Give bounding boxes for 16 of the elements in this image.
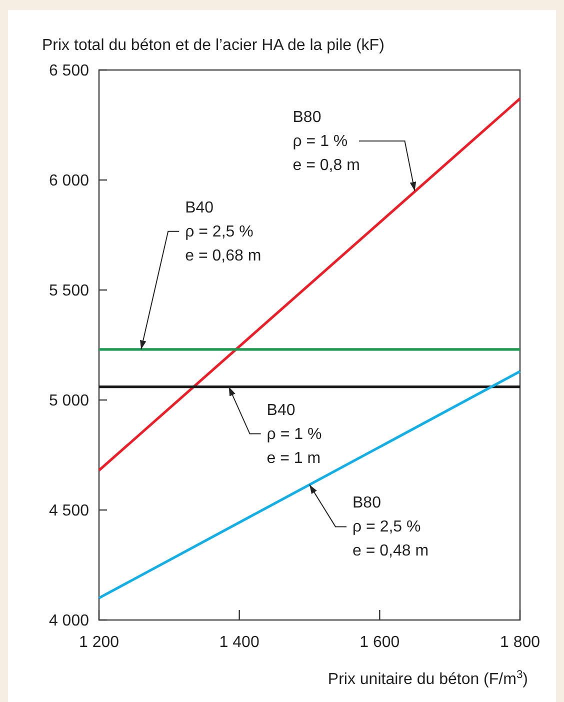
y-tick-label: 6 000 [48,172,90,190]
x-tick-label: 1 400 [219,634,260,651]
annotation: B40 ρ = 1 % e = 1 m [266,402,322,467]
y-tick-label: 5 500 [48,282,90,300]
y-tick-label: 5 000 [48,392,90,410]
x-tick-label: 1 200 [78,634,120,651]
x-tick-label: 1 800 [500,634,540,651]
y-tick-label: 4 500 [48,502,90,520]
annotation: B80 ρ = 1 % e = 0,8 m [292,109,360,174]
y-tick-label: 4 000 [48,612,90,630]
annotation: B80 ρ = 2,5 % e = 0,48 m [352,494,429,560]
x-axis-title: Prix unitaire du béton (F/m$^{3}$) [328,669,528,688]
y-axis-title: Prix total du béton et de l’acier HA de la pile (kF) [42,37,384,54]
y-tick-label: 6 500 [48,62,90,80]
x-tick-label: 1 600 [360,634,400,651]
annotation: B40 ρ = 2,5 % e = 0,68 m [185,199,262,264]
